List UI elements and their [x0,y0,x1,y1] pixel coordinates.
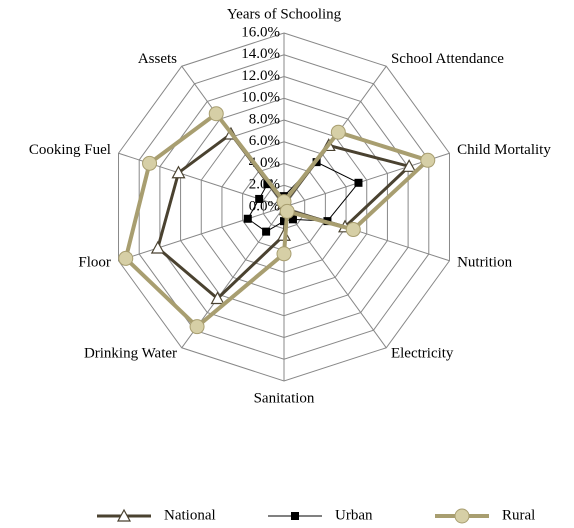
category-label: Sanitation [254,390,315,406]
marker [255,194,264,203]
tick-label: 6.0% [249,133,280,149]
legend: National Urban Rural [97,507,535,524]
marker [454,508,470,524]
marker [420,152,436,168]
category-label: Years of Schooling [227,6,342,22]
category-label: Floor [78,255,111,271]
marker [189,319,205,335]
category-label: Cooking Fuel [29,142,111,158]
series-line [247,161,360,233]
tick-label: 12.0% [241,68,280,84]
category-label: Assets [138,51,177,67]
marker [280,217,288,226]
marker [354,178,363,187]
marker [263,180,272,189]
legend-label: Urban [335,507,373,523]
marker [279,203,295,219]
marker [276,246,292,262]
marker [208,106,224,122]
series [118,106,436,335]
marker [142,155,158,171]
marker [291,512,299,520]
tick-label: 14.0% [241,46,280,62]
marker [330,124,346,140]
category-label: School Attendance [391,51,504,67]
category-label: Drinking Water [84,346,177,362]
tick-label: 0.0% [249,198,280,214]
marker [262,227,271,236]
category-label: Nutrition [457,255,512,271]
marker [150,240,165,254]
tick-label: 10.0% [241,90,280,106]
tick-label: 16.0% [241,24,280,40]
marker [116,508,132,522]
marker [345,222,361,238]
category-label: Electricity [391,346,454,362]
spoke [118,206,285,262]
marker [243,214,252,223]
marker [118,250,134,266]
marker [171,165,186,179]
marker [210,291,225,305]
category-label: Child Mortality [457,142,551,158]
tick-label: 8.0% [249,111,280,127]
marker [288,215,297,224]
spoke [283,206,387,349]
legend-label: Rural [502,507,535,523]
marker [402,159,417,172]
legend-label: National [164,507,216,523]
